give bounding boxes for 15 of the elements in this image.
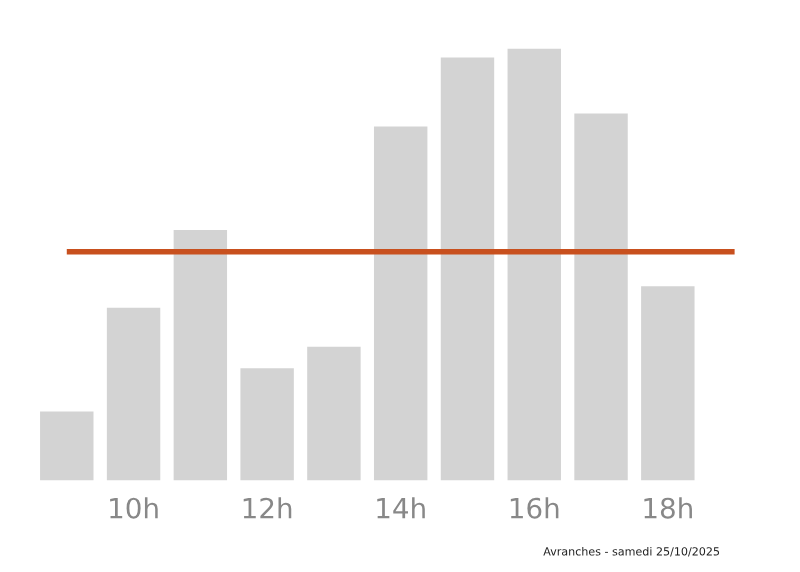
bar (641, 286, 695, 481)
x-tick-label: 18h (644, 497, 692, 519)
bar (40, 411, 94, 481)
bar (574, 113, 628, 481)
x-tick-label: 12h (243, 497, 292, 519)
bar (106, 307, 161, 481)
bar (373, 126, 428, 481)
x-tick-label: 10h (110, 497, 158, 519)
bar (307, 346, 361, 481)
bar (440, 57, 495, 481)
x-tick-label: 16h (510, 497, 559, 519)
bar (240, 368, 294, 481)
bar (507, 48, 561, 481)
bar (173, 230, 228, 481)
x-tick-label: 14h (377, 497, 425, 519)
